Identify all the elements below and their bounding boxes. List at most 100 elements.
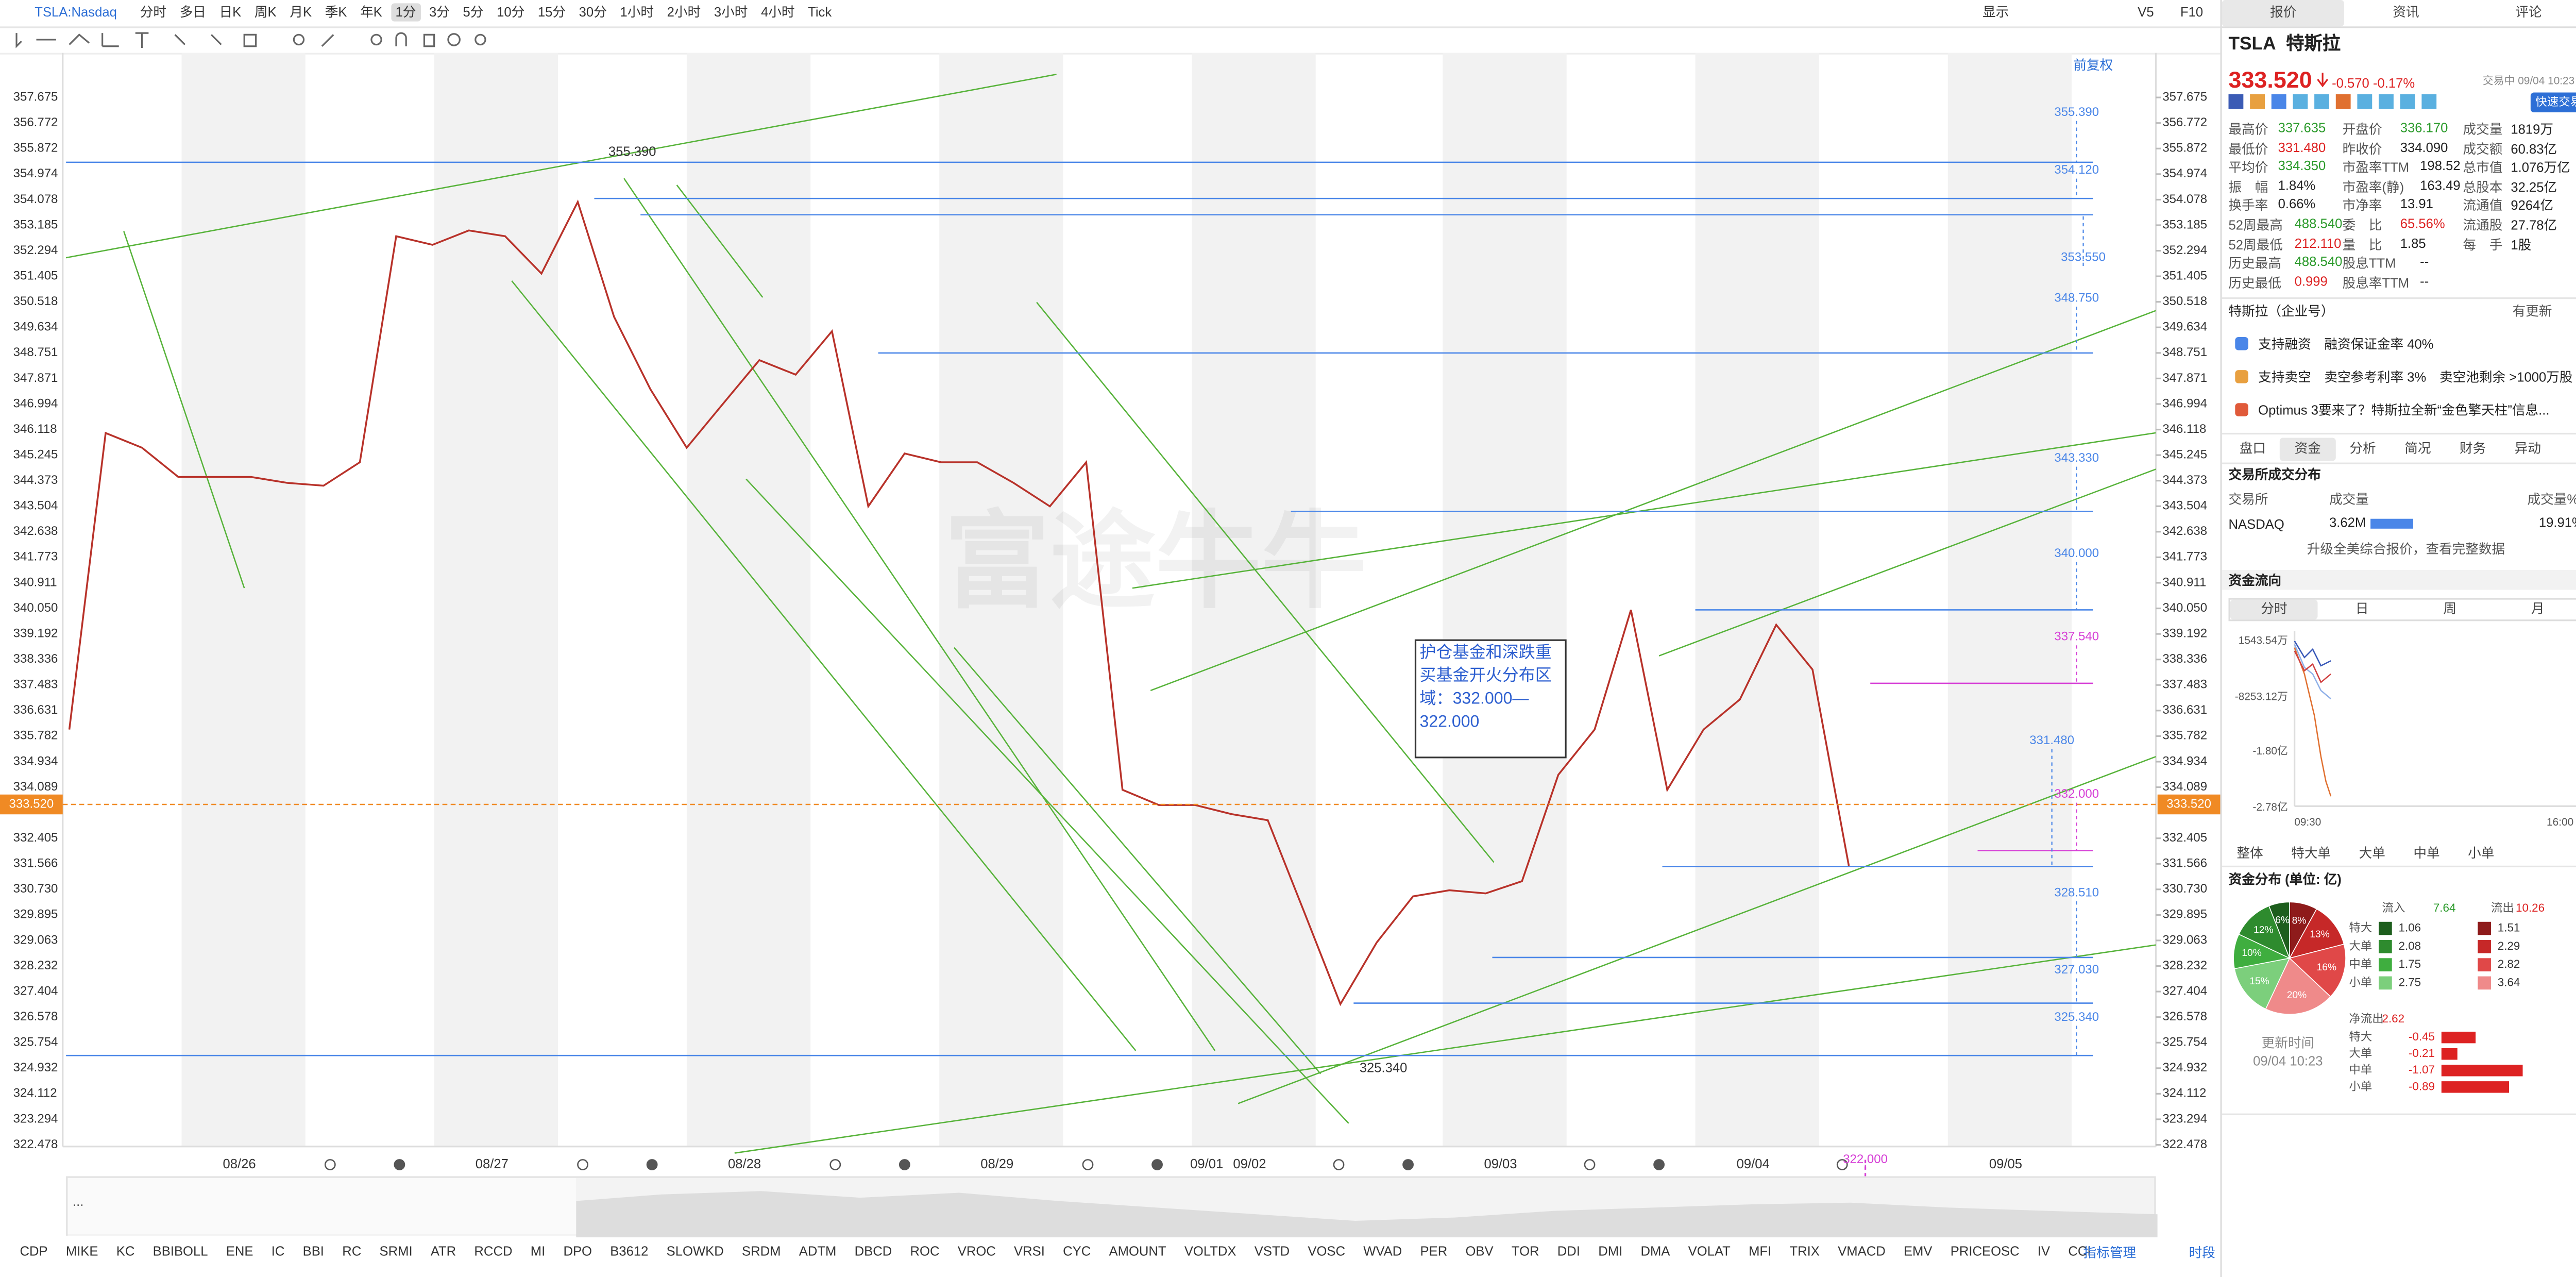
y-tick-label-right: 334.934 bbox=[2162, 754, 2207, 768]
flow-legend-item[interactable]: 中单 bbox=[2413, 846, 2440, 861]
upgrade-link[interactable]: 升级全美综合报价，查看完整数据 bbox=[2307, 542, 2505, 557]
y-tick-label: 329.063 bbox=[13, 933, 58, 947]
update-link[interactable]: 有更新 bbox=[2512, 304, 2552, 319]
indicator-tab[interactable]: DMI bbox=[1598, 1244, 1623, 1259]
indicator-tab[interactable]: MIKE bbox=[65, 1244, 98, 1259]
watermark: 富途牛牛 bbox=[944, 502, 1367, 620]
indicator-tab[interactable]: VRSI bbox=[1014, 1244, 1045, 1259]
indicator-tab[interactable]: ENE bbox=[226, 1244, 253, 1259]
session-button[interactable]: 时段 bbox=[2189, 1246, 2215, 1261]
y-tick-label: 339.192 bbox=[13, 626, 58, 640]
indicator-manage[interactable]: 指标管理 bbox=[2083, 1246, 2137, 1261]
period-tab[interactable]: 多日 bbox=[179, 5, 206, 20]
indicator-tab[interactable]: TRIX bbox=[1789, 1244, 1820, 1259]
tool-icons bbox=[15, 32, 486, 48]
navigator[interactable]: ... bbox=[66, 1176, 2158, 1238]
indicator-tab[interactable]: PRICEOSC bbox=[1950, 1244, 2020, 1259]
indicator-tab[interactable]: MI bbox=[530, 1244, 546, 1259]
indicator-tab[interactable]: EMV bbox=[1903, 1244, 1933, 1259]
indicator-tab[interactable]: CCI bbox=[2068, 1244, 2091, 1259]
adjust-mode[interactable]: 前复权 bbox=[2073, 58, 2113, 73]
indicator-tab[interactable]: IV bbox=[2037, 1244, 2050, 1259]
indicator-tab[interactable]: CDP bbox=[20, 1244, 48, 1259]
flow-legend-item[interactable]: 整体 bbox=[2236, 846, 2263, 861]
fund-tab[interactable]: 异动 bbox=[2514, 441, 2541, 456]
period-tab[interactable]: 5分 bbox=[463, 5, 484, 20]
indicator-tab[interactable]: KC bbox=[116, 1244, 135, 1259]
flow-tab[interactable]: 分时 bbox=[2230, 599, 2318, 620]
period-tab[interactable]: 日K bbox=[219, 5, 242, 20]
indicator-tab[interactable]: AMOUNT bbox=[1109, 1244, 1166, 1259]
indicator-tab[interactable]: WVAD bbox=[1363, 1244, 1402, 1259]
quote-tab[interactable]: 资讯 bbox=[2393, 5, 2419, 20]
indicator-tab[interactable]: B3612 bbox=[610, 1244, 649, 1259]
fund-tab[interactable]: 盘口 bbox=[2239, 441, 2266, 456]
indicator-tab[interactable]: BBI bbox=[302, 1244, 324, 1259]
indicator-tab[interactable]: SRDM bbox=[741, 1244, 781, 1259]
indicator-tab[interactable]: TOR bbox=[1511, 1244, 1539, 1259]
period-tab[interactable]: 月K bbox=[290, 5, 312, 20]
period-tab[interactable]: 15分 bbox=[537, 5, 566, 20]
indicator-tab[interactable]: SLOWKD bbox=[666, 1244, 724, 1259]
indicator-tab[interactable]: VOSC bbox=[1308, 1244, 1346, 1259]
indicator-tab[interactable]: OBV bbox=[1465, 1244, 1494, 1259]
period-tab[interactable]: 1小时 bbox=[620, 5, 654, 20]
indicator-tab[interactable]: DPO bbox=[563, 1244, 592, 1259]
indicator-tab[interactable]: RCCD bbox=[474, 1244, 513, 1259]
indicator-tab[interactable]: VSTD bbox=[1254, 1244, 1290, 1259]
toolbar-button[interactable]: F10 bbox=[2180, 5, 2204, 20]
flow-legend-item[interactable]: 特大单 bbox=[2291, 846, 2331, 861]
net-row-label: 小单 bbox=[2349, 1080, 2372, 1093]
flow-legend-item[interactable]: 小单 bbox=[2468, 846, 2495, 861]
quote-tab[interactable]: 报价 bbox=[2222, 0, 2345, 27]
news-item[interactable]: 支持卖空 卖空参考利率 3% 卖空池剩余 >1000万股 bbox=[2258, 370, 2572, 385]
indicator-tab[interactable]: RC bbox=[342, 1244, 362, 1259]
indicator-tab[interactable]: IC bbox=[271, 1244, 285, 1259]
y-tick-label-right: 328.232 bbox=[2162, 959, 2207, 972]
indicator-tab[interactable]: SRMI bbox=[379, 1244, 413, 1259]
trend-line bbox=[1132, 432, 2156, 589]
period-tab[interactable]: 分时 bbox=[140, 5, 167, 20]
indicator-tab[interactable]: VROC bbox=[957, 1244, 996, 1259]
period-tab[interactable]: 年K bbox=[360, 5, 382, 20]
period-tab[interactable]: 10分 bbox=[497, 5, 525, 20]
indicator-tab[interactable]: VOLTDX bbox=[1184, 1244, 1236, 1259]
indicator-tab[interactable]: ATR bbox=[430, 1244, 456, 1259]
period-tab[interactable]: 周K bbox=[254, 5, 277, 20]
period-tab[interactable]: 2小时 bbox=[667, 5, 701, 20]
indicator-tab[interactable]: MFI bbox=[1749, 1244, 1772, 1259]
period-tab[interactable]: 3小时 bbox=[714, 5, 748, 20]
indicator-tab[interactable]: ROC bbox=[910, 1244, 940, 1259]
account-row[interactable]: 特斯拉（企业号） bbox=[2229, 303, 2334, 321]
toolbar-button[interactable]: V5 bbox=[2138, 5, 2154, 20]
period-tab[interactable]: 3分 bbox=[429, 5, 450, 20]
fund-tab[interactable]: 简况 bbox=[2404, 441, 2431, 456]
indicator-tab[interactable]: DMA bbox=[1640, 1244, 1670, 1259]
period-tab[interactable]: 4小时 bbox=[760, 5, 795, 20]
fund-tab[interactable]: 资金 bbox=[2280, 438, 2335, 461]
fund-tab[interactable]: 财务 bbox=[2459, 441, 2486, 456]
flow-legend-item[interactable]: 大单 bbox=[2359, 846, 2385, 861]
toolbar-button[interactable]: 显示 bbox=[1982, 5, 2009, 20]
news-item[interactable]: Optimus 3要来了？特斯拉全新“金色擎天柱”信息... bbox=[2258, 403, 2550, 418]
flow-tab[interactable]: 日 bbox=[2355, 601, 2369, 616]
indicator-tab[interactable]: BBIBOLL bbox=[152, 1244, 208, 1259]
news-item[interactable]: 支持融资 融资保证金率 40% bbox=[2258, 337, 2434, 352]
flow-tab[interactable]: 周 bbox=[2443, 601, 2457, 616]
period-tab[interactable]: 30分 bbox=[579, 5, 607, 20]
fund-tab[interactable]: 分析 bbox=[2349, 441, 2376, 456]
fast-trade-button[interactable]: 快速交易 bbox=[2530, 92, 2576, 112]
indicator-tab[interactable]: PER bbox=[1420, 1244, 1448, 1259]
indicator-tab[interactable]: ADTM bbox=[799, 1244, 837, 1259]
indicator-tab[interactable]: CYC bbox=[1063, 1244, 1091, 1259]
indicator-tab[interactable]: DDI bbox=[1557, 1244, 1580, 1259]
flow-tab[interactable]: 月 bbox=[2531, 601, 2545, 616]
period-tab[interactable]: Tick bbox=[808, 5, 832, 20]
period-tab[interactable]: 季K bbox=[325, 5, 347, 20]
period-tab[interactable]: 1分 bbox=[390, 3, 421, 22]
symbol[interactable]: TSLA:Nasdaq bbox=[35, 5, 117, 20]
indicator-tab[interactable]: VMACD bbox=[1838, 1244, 1886, 1259]
quote-tab[interactable]: 评论 bbox=[2515, 5, 2542, 20]
indicator-tab[interactable]: VOLAT bbox=[1688, 1244, 1731, 1259]
indicator-tab[interactable]: DBCD bbox=[854, 1244, 892, 1259]
